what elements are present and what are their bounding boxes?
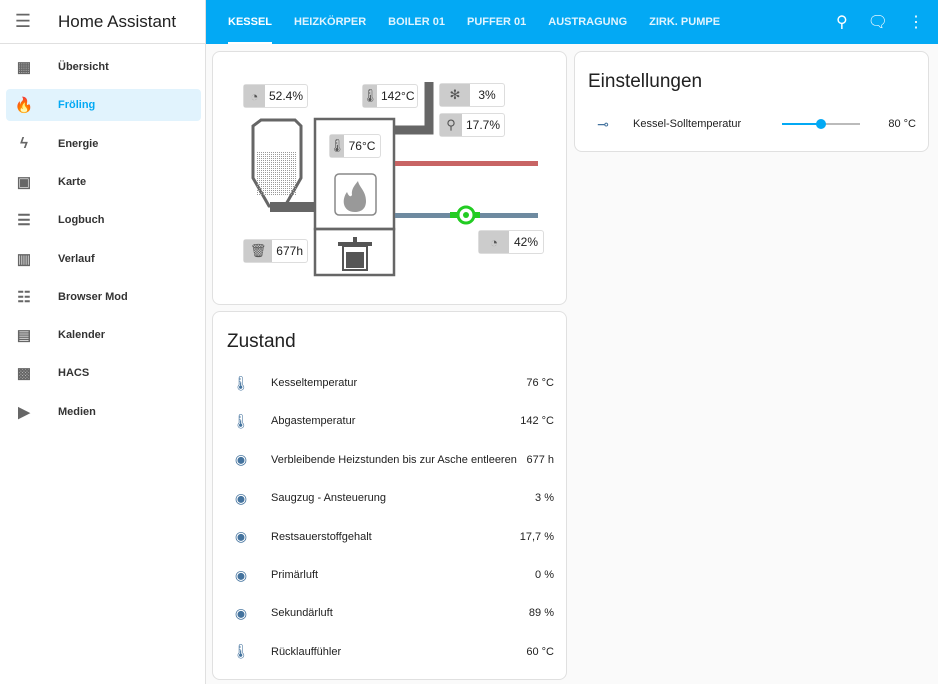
tab-5[interactable]: ZIRK. PUMPE (649, 16, 721, 28)
sidebar-item-browser-mod[interactable]: ☷ Browser Mod (6, 281, 201, 313)
sidebar-item-karte[interactable]: ▣ Karte (6, 166, 201, 198)
boiler-diagram-card: ◔ 52.4% 🌡 142°C ✻ 3% ⚲ 17.7% 🌡 76°C 🗑 677h ◔ 42… (212, 51, 567, 305)
thermometer-icon: 🌡 (362, 85, 378, 107)
feed-pipe (270, 202, 316, 212)
zustand-card: Zustand 🌡 Kesseltemperatur 76 °C 🌡 Abgastemp… (212, 311, 567, 680)
list-icon: ☰ (17, 212, 31, 230)
tab-1[interactable]: HEIZKÖRPER (294, 16, 367, 28)
map-account-icon: ▣ (16, 173, 32, 191)
sidebar-item-kalender[interactable]: ▤ Kalender (6, 319, 201, 351)
fan-badge[interactable]: ✻ 3% (439, 83, 505, 107)
pump-badge[interactable]: ◔ 42% (478, 230, 544, 254)
fan-icon: ✻ (440, 84, 470, 106)
flue-pipe (394, 82, 434, 135)
boiler-diagram (251, 82, 538, 277)
state-row[interactable]: 🌡 Rücklauffühler 60 °C (227, 642, 554, 662)
state-row[interactable]: ◉ Sekundärluft 89 % (227, 603, 554, 623)
state-row[interactable]: ◉ Restsauerstoffgehalt 17,7 % (227, 527, 554, 547)
sidebar-item-medien[interactable]: ▶ Medien (6, 396, 201, 428)
state-row[interactable]: 🌡 Kesseltemperatur 76 °C (227, 373, 554, 393)
ash-bin-icon: 🗑 (244, 240, 273, 262)
calendar-icon: ▤ (16, 327, 32, 345)
slider-label: Kessel-Solltemperatur (633, 118, 742, 130)
pellet-level-badge[interactable]: ◔ 52.4% (243, 84, 308, 108)
state-row[interactable]: ◉ Verbleibende Heizstunden bis zur Asche … (227, 450, 554, 470)
flue-temp-badge[interactable]: 🌡 142°C (362, 84, 418, 108)
settings-card: Einstellungen ⊸ Kessel-Solltemperatur 80… (574, 51, 929, 152)
menu-icon[interactable]: ☰ (14, 11, 32, 31)
chart-icon: ▥ (16, 250, 32, 268)
sidebar-item-fröling[interactable]: 🔥 Fröling (6, 89, 201, 122)
sidebar: ☰ Home Assistant ▦ Übersicht 🔥 Fröling ϟ Ener… (0, 0, 206, 684)
app-title: Home Assistant (58, 11, 177, 31)
flame-box (334, 173, 377, 216)
slider-value: 80 °C (888, 118, 916, 130)
ash-hours-badge[interactable]: 🗑 677h (243, 239, 308, 263)
oxygen-badge[interactable]: ⚲ 17.7% (439, 113, 505, 137)
gauge-icon: ◔ (479, 231, 509, 253)
slider-icon: ⊸ (597, 115, 609, 132)
flame-icon (343, 181, 366, 212)
lightning-icon: ϟ (20, 135, 28, 153)
temperature-slider[interactable] (782, 117, 861, 131)
thermometer-icon: 🌡 (329, 135, 345, 157)
state-row[interactable]: 🌡 Abgastemperatur 142 °C (227, 411, 554, 431)
eye-icon: ◉ (234, 528, 248, 545)
assist-icon[interactable]: 🗨 (867, 14, 888, 31)
ash-box (313, 227, 396, 277)
dashboard-icon: ▦ (16, 59, 32, 76)
thermometer-icon: 🌡 (232, 643, 250, 660)
tab-4[interactable]: AUSTRAGUNG (548, 16, 628, 28)
search-icon[interactable]: ⚲ (835, 14, 848, 31)
eye-icon: ◉ (234, 604, 248, 621)
gauge-icon: ◔ (244, 85, 265, 107)
sidebar-item-übersicht[interactable]: ▦ Übersicht (6, 51, 201, 83)
eye-icon: ◉ (234, 566, 248, 583)
server-icon: ☷ (17, 288, 31, 306)
sidebar-item-hacs[interactable]: ▩ HACS (6, 357, 201, 389)
settings-title: Einstellungen (588, 71, 703, 92)
more-vert-icon[interactable]: ⋮ (908, 14, 924, 31)
thermometer-icon: 🌡 (232, 412, 250, 429)
fire-icon: 🔥 (14, 97, 34, 115)
boiler-temp-badge[interactable]: 🌡 76°C (329, 134, 381, 158)
pellet-fill (257, 152, 297, 196)
tab-2[interactable]: BOILER 01 (388, 16, 445, 28)
supply-pipe (395, 161, 538, 166)
top-bar: KESSEL HEIZKÖRPER BOILER 01 PUFFER 01 AUSTRA… (206, 0, 938, 44)
tab-3[interactable]: PUFFER 01 (467, 16, 527, 28)
sidebar-item-verlauf[interactable]: ▥ Verlauf (6, 243, 201, 275)
state-row[interactable]: ◉ Saugzug - Ansteuerung 3 % (227, 488, 554, 508)
thermometer-icon: 🌡 (232, 374, 250, 391)
probe-icon: ⚲ (440, 114, 462, 136)
pump-icon (450, 205, 480, 225)
media-icon: ▶ (18, 403, 30, 421)
ash-bin-icon (346, 252, 364, 268)
eye-icon: ◉ (234, 451, 248, 468)
state-row[interactable]: ◉ Primärluft 0 % (227, 565, 554, 585)
sidebar-item-logbuch[interactable]: ☰ Logbuch (6, 204, 201, 236)
eye-icon: ◉ (234, 489, 248, 506)
zustand-title: Zustand (227, 331, 296, 352)
hacs-icon: ▩ (16, 365, 32, 383)
tab-0[interactable]: KESSEL (217, 0, 283, 44)
sidebar-item-energie[interactable]: ϟ Energie (6, 128, 201, 160)
